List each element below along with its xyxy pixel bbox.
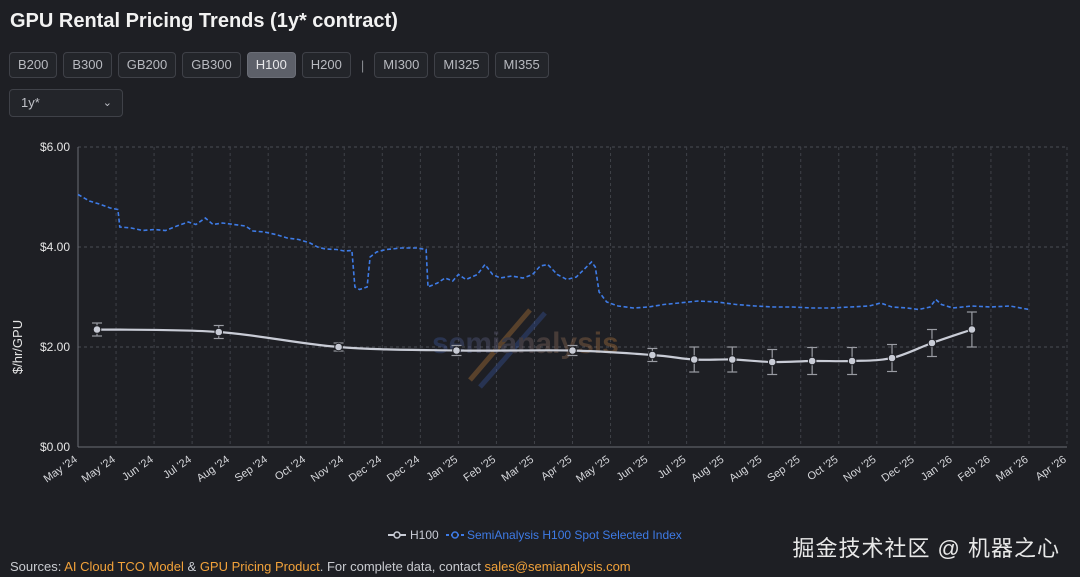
legend: H100 SemiAnalysis H100 Spot Selected Ind… — [388, 528, 682, 542]
x-tick-label: Aug '24 — [195, 454, 232, 485]
legend-h100-label: H100 — [410, 528, 439, 542]
y-tick-label: $6.00 — [40, 140, 70, 154]
tab-gb300[interactable]: GB300 — [182, 52, 241, 78]
x-tick-label: Jan '25 — [424, 454, 460, 484]
y-axis: $0.00 $2.00 $4.00 $6.00 — [40, 140, 79, 454]
data-point-h100 — [727, 355, 737, 364]
x-tick-label: Jun '25 — [615, 454, 651, 484]
sources-amp: & — [183, 559, 200, 574]
tab-mi300[interactable]: MI300 — [374, 52, 429, 78]
y-axis-label: $/hr/GPU — [10, 320, 25, 374]
data-point-h100 — [568, 346, 577, 355]
x-tick-label: Nov '25 — [841, 454, 878, 485]
tab-mi325[interactable]: MI325 — [434, 52, 489, 78]
tab-h200[interactable]: H200 — [301, 52, 351, 78]
series-spot-index — [77, 193, 1030, 311]
series-line-spot-index — [77, 193, 1030, 311]
y-tick-label: $2.00 — [40, 340, 70, 354]
tab-mi355[interactable]: MI355 — [494, 52, 549, 78]
x-tick-label: Oct '25 — [805, 454, 840, 484]
y-tick-label: $4.00 — [40, 240, 70, 254]
tab-h100[interactable]: H100 — [246, 52, 296, 78]
tab-b200[interactable]: B200 — [9, 52, 58, 78]
sources-prefix: Sources: — [10, 559, 65, 574]
x-tick-label: Sep '24 — [233, 454, 270, 485]
x-axis: May '24 May '24 Jun '24 Jul '24 Aug '24 Sep '… — [42, 446, 1069, 486]
data-point-h100 — [648, 350, 657, 360]
sources-middle: . For complete data, contact — [319, 559, 485, 574]
tab-b300[interactable]: B300 — [63, 52, 112, 78]
data-point-h100 — [214, 327, 224, 337]
x-tick-label: Sep '25 — [765, 454, 802, 485]
data-point-h100 — [452, 346, 461, 355]
series-h100 — [92, 311, 977, 376]
legend-index-label: SemiAnalysis H100 Spot Selected Index — [467, 528, 682, 542]
x-tick-label: Oct '24 — [273, 454, 308, 484]
x-tick-label: Mar '26 — [994, 454, 1031, 485]
pricing-chart: semianalysis $0.00 $2.00 $4.00 $6.00 May '2… — [10, 140, 1069, 542]
x-tick-label: Feb '26 — [956, 454, 993, 485]
x-tick-label: Feb '25 — [461, 454, 498, 485]
data-point-h100 — [689, 355, 699, 364]
x-tick-label: Dec '24 — [385, 454, 422, 485]
semianalysis-logo-watermark: semianalysis — [432, 308, 619, 389]
x-tick-label: Jan '26 — [919, 454, 955, 484]
contract-select[interactable]: 1y* ⌄ — [9, 89, 123, 117]
data-point-h100 — [847, 356, 857, 366]
data-point-h100 — [887, 353, 897, 363]
data-point-h100 — [927, 338, 937, 348]
data-point-h100 — [334, 342, 343, 352]
data-point-h100 — [807, 356, 817, 366]
chart-grid — [77, 146, 1068, 448]
x-tick-label: Apr '26 — [1034, 454, 1069, 484]
tab-separator: | — [360, 57, 365, 73]
x-tick-label: May '24 — [80, 454, 118, 486]
sources-line: Sources: AI Cloud TCO Model & GPU Pricin… — [10, 559, 631, 574]
data-point-h100 — [767, 357, 777, 367]
svg-text:semianalysis: semianalysis — [432, 327, 619, 360]
x-tick-label: Apr '25 — [539, 454, 574, 484]
chevron-down-icon: ⌄ — [102, 97, 112, 109]
legend-index-marker — [451, 531, 459, 539]
tab-gb200[interactable]: GB200 — [117, 52, 177, 78]
x-tick-label: Jul '25 — [656, 454, 689, 482]
legend-h100-marker — [393, 531, 401, 539]
x-tick-label: Mar '25 — [500, 454, 537, 485]
contract-select-value: 1y* — [21, 95, 40, 110]
x-tick-label: Jun '24 — [120, 454, 156, 484]
x-tick-label: Aug '25 — [689, 454, 726, 485]
x-tick-label: Jul '24 — [161, 454, 194, 482]
x-tick-label: Dec '24 — [347, 454, 384, 485]
tco-model-link[interactable]: AI Cloud TCO Model — [64, 559, 184, 574]
x-tick-label: May '25 — [574, 454, 612, 486]
x-tick-label: May '24 — [42, 454, 80, 486]
watermark-text: 掘金技术社区 @ 机器之心 — [792, 536, 1060, 561]
data-point-h100 — [92, 325, 102, 334]
data-point-h100 — [967, 325, 977, 334]
y-tick-label: $0.00 — [40, 440, 70, 454]
pricing-product-link[interactable]: GPU Pricing Product — [199, 559, 320, 574]
gpu-tabs: B200 B300 GB200 GB300 H100 H200 | MI300 … — [9, 52, 555, 78]
x-tick-label: Dec '25 — [879, 454, 916, 485]
x-tick-label: Aug '25 — [727, 454, 764, 485]
series-line-h100 — [96, 328, 973, 364]
x-tick-label: Nov '24 — [309, 454, 346, 485]
sales-email-link[interactable]: sales@semianalysis.com — [484, 559, 631, 574]
page-title: GPU Rental Pricing Trends (1y* contract) — [10, 10, 398, 32]
